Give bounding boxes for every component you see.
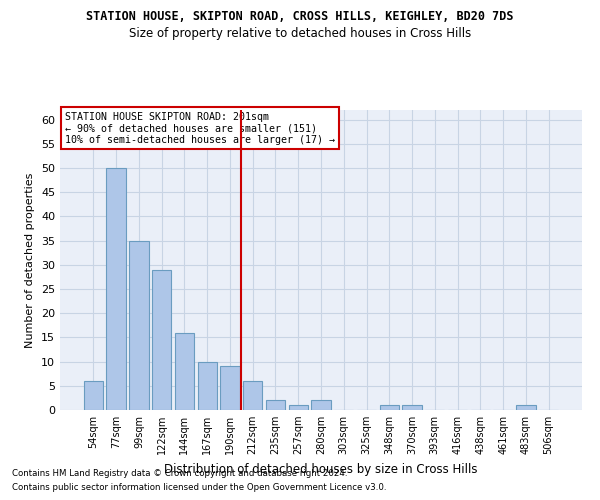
Y-axis label: Number of detached properties: Number of detached properties xyxy=(25,172,35,348)
Bar xyxy=(289,405,308,410)
Bar xyxy=(311,400,331,410)
Bar xyxy=(84,381,103,410)
Bar xyxy=(403,405,422,410)
Text: STATION HOUSE SKIPTON ROAD: 201sqm
← 90% of detached houses are smaller (151)
10: STATION HOUSE SKIPTON ROAD: 201sqm ← 90%… xyxy=(65,112,335,144)
Bar xyxy=(175,332,194,410)
Bar xyxy=(266,400,285,410)
Bar xyxy=(152,270,172,410)
Bar xyxy=(516,405,536,410)
Bar xyxy=(243,381,262,410)
Bar xyxy=(129,240,149,410)
Bar xyxy=(380,405,399,410)
Text: Contains public sector information licensed under the Open Government Licence v3: Contains public sector information licen… xyxy=(12,484,386,492)
Text: Contains HM Land Registry data © Crown copyright and database right 2024.: Contains HM Land Registry data © Crown c… xyxy=(12,468,347,477)
X-axis label: Distribution of detached houses by size in Cross Hills: Distribution of detached houses by size … xyxy=(164,462,478,475)
Bar xyxy=(106,168,126,410)
Text: Size of property relative to detached houses in Cross Hills: Size of property relative to detached ho… xyxy=(129,28,471,40)
Bar xyxy=(197,362,217,410)
Bar xyxy=(220,366,239,410)
Text: STATION HOUSE, SKIPTON ROAD, CROSS HILLS, KEIGHLEY, BD20 7DS: STATION HOUSE, SKIPTON ROAD, CROSS HILLS… xyxy=(86,10,514,23)
